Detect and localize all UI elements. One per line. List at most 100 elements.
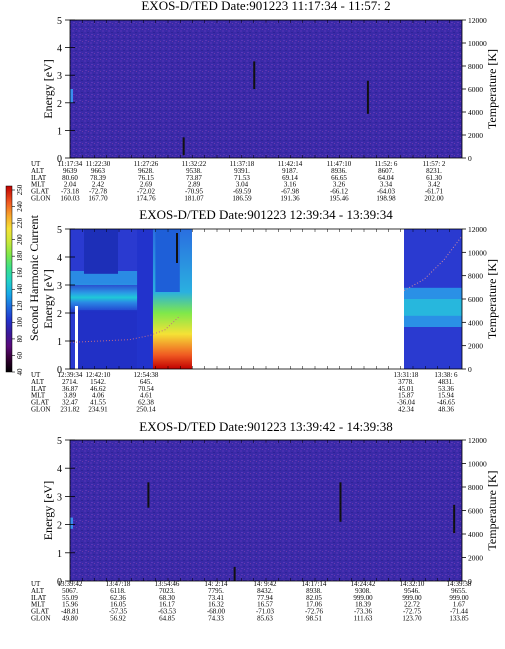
orbit-cell: 7795. [208, 587, 224, 595]
orbit-cell: 111.63 [354, 615, 373, 623]
colorbar-tick-label: 200 [16, 234, 24, 245]
orbit-cell: -72.75 [403, 608, 422, 616]
orbit-cell: 15.87 [398, 392, 414, 400]
orbit-cell: 8231. [426, 167, 442, 175]
orbit-cell: -72.78 [89, 188, 108, 196]
colorbar: 40 60 80 100 120 140 160 180 200 220 240 250 Second… [5, 184, 41, 376]
orbit-cell: 11:52: 6 [375, 160, 398, 168]
orbit-cell: 45.01 [398, 385, 414, 393]
orbit-cell: 3.26 [333, 181, 346, 189]
temperature-trace [69, 315, 181, 343]
orbit-cell: -57.35 [109, 608, 128, 616]
y2-tick-label: 0 [468, 365, 472, 374]
orbit-cell: 186.59 [232, 195, 252, 203]
orbit-cell: 16.32 [208, 601, 224, 609]
orbit-cell: 16.05 [110, 601, 126, 609]
y2-axis-label: Temperature [K] [485, 259, 499, 339]
orbit-cell: 13:47:18 [106, 580, 131, 588]
orbit-cell: 12:54:38 [134, 371, 159, 379]
orbit-cell: 2.89 [188, 181, 201, 189]
orbit-cell: 64.85 [159, 615, 175, 623]
orbit-cell: -71.44 [450, 608, 469, 616]
orbit-cell: 12:42:10 [86, 371, 111, 379]
orbit-cell: 78.39 [90, 174, 106, 182]
orbit-cell: -71.03 [256, 608, 275, 616]
orbit-cell: 48.36 [438, 406, 454, 414]
y-tick-label: 1 [57, 549, 62, 560]
y-tick-label: 4 [57, 44, 62, 55]
orbit-cell: -72.02 [137, 188, 156, 196]
y-tick-label: 0 [57, 365, 62, 376]
orbit-row-label: ALT [31, 167, 45, 175]
panel-3: EXOS-D/TED Date:901223 13:39:42 - 14:39:… [31, 419, 499, 623]
orbit-cell: 160.03 [60, 195, 80, 203]
orbit-cell: 9187. [282, 167, 298, 175]
spectrogram-streak [182, 137, 185, 156]
orbit-cell: 68.30 [159, 594, 175, 602]
panel-title: EXOS-D/TED Date:901223 13:39:42 - 14:39:… [139, 419, 392, 434]
y2-axis-label: Temperature [K] [485, 470, 499, 550]
orbit-cell: 9639 [63, 167, 78, 175]
colorbar-tick-label: 250 [16, 184, 24, 195]
orbit-cell: 14:17:14 [302, 580, 327, 588]
orbit-cell: -67.98 [281, 188, 300, 196]
orbit-cell: -73.18 [61, 188, 80, 196]
orbit-cell: -46.65 [437, 399, 456, 407]
orbit-cell: 22.72 [404, 601, 420, 609]
y2-tick-label: 8000 [468, 272, 483, 281]
orbit-cell: -48.81 [61, 608, 80, 616]
y-axis-label: Energy [eV] [41, 59, 55, 118]
orbit-cell: 76.15 [138, 174, 154, 182]
orbit-cell: 999.00 [402, 594, 422, 602]
y2-tick-label: 10000 [468, 248, 487, 257]
orbit-cell: 11:47:10 [327, 160, 352, 168]
y2-tick-label: 10000 [468, 39, 487, 48]
y-tick-label: 2 [57, 309, 62, 320]
orbit-cell: 42.34 [398, 406, 414, 414]
orbit-cell: 66.65 [331, 174, 347, 182]
orbit-cell: 70.54 [138, 385, 154, 393]
colorbar-tick-label: 80 [16, 335, 24, 343]
colorbar-tick-label: 220 [16, 217, 24, 228]
orbit-cell: 9655. [451, 587, 467, 595]
orbit-row-label: GLON [31, 406, 50, 414]
y-tick-label: 4 [57, 253, 62, 264]
orbit-cell: -63.53 [158, 608, 177, 616]
orbit-cell: 9628. [138, 167, 154, 175]
y-tick-label: 3 [57, 492, 62, 503]
orbit-cell: 198.98 [376, 195, 396, 203]
orbit-cell: 12:39:34 [58, 371, 83, 379]
panel-title: EXOS-D/TED Date:901223 12:39:34 - 13:39:… [139, 207, 393, 222]
orbit-cell: 69.14 [282, 174, 298, 182]
spectrogram-band [76, 310, 137, 369]
orbit-cell: 14:24:42 [351, 580, 376, 588]
orbit-row-label: UT [31, 160, 41, 168]
y2-tick-label: 12000 [468, 436, 487, 445]
orbit-cell: 3.16 [284, 181, 297, 189]
orbit-cell: 645. [140, 378, 153, 386]
y2-tick-label: 4000 [468, 318, 483, 327]
orbit-cell: 41.55 [90, 399, 106, 407]
orbit-cell: 133.85 [449, 615, 469, 623]
orbit-cell: 250.14 [136, 406, 156, 414]
orbit-cell: 71.53 [234, 174, 250, 182]
orbit-row-label: MLT [31, 392, 46, 400]
orbit-cell: 13:38: 6 [434, 371, 458, 379]
y2-tick-label: 10000 [468, 460, 487, 469]
orbit-cell: 5067. [62, 587, 78, 595]
orbit-cell: 14: 2:14 [204, 580, 228, 588]
spectrogram-band [137, 229, 157, 369]
orbit-cell: 15.96 [62, 601, 78, 609]
orbit-cell: 11:57: 2 [423, 160, 446, 168]
orbit-cell: 2.42 [92, 181, 105, 189]
orbit-cell: 62.36 [110, 594, 126, 602]
orbit-cell: 3.42 [428, 181, 441, 189]
orbit-cell: -73.36 [354, 608, 373, 616]
y2-tick-label: 4000 [468, 530, 483, 539]
orbit-cell: 4.06 [92, 392, 105, 400]
colorbar-ticks: 40 60 80 100 120 140 160 180 200 220 240 250 [12, 184, 24, 376]
orbit-cell: -69.59 [233, 188, 252, 196]
spectrogram-streak [75, 306, 78, 369]
colorbar-tick-label: 40 [16, 368, 24, 376]
orbit-cell: 999.00 [353, 594, 373, 602]
